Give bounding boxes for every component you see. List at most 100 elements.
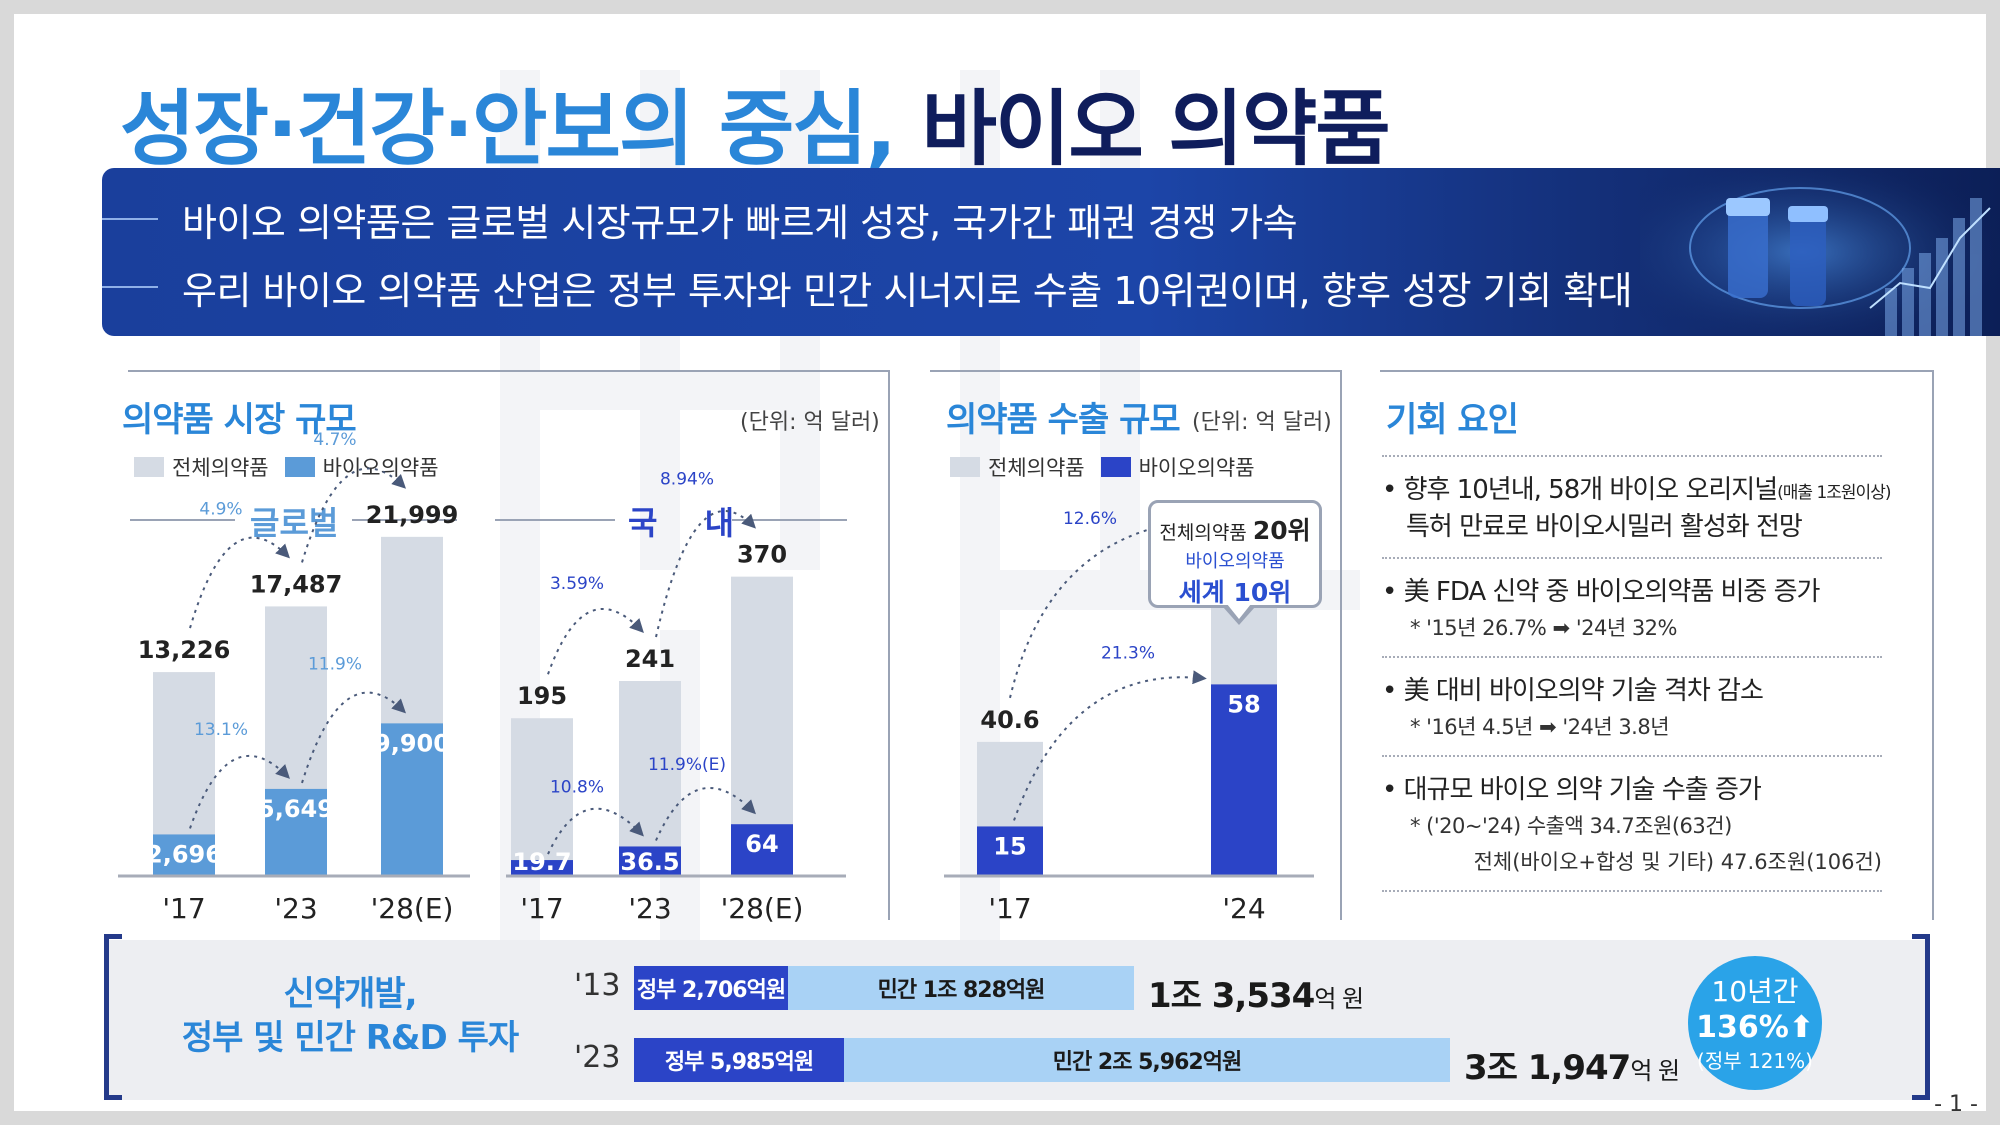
- callout-line-3: 세계 10위: [1178, 578, 1292, 607]
- rnd-total-13-unit: 억 원: [1314, 985, 1364, 1013]
- domestic-rule-left: [495, 519, 615, 521]
- growth-rate-label: 4.9%: [199, 499, 242, 519]
- bar-bio: [381, 723, 443, 876]
- opportunity-sub: * '15년 26.7% ➡ '24년 32%: [1410, 616, 1678, 640]
- rnd-total-23: 3조 1,947억 원: [1464, 1040, 1680, 1089]
- callout-total-rank: 20위: [1252, 516, 1311, 545]
- page-title: 성장·건강·안보의 중심, 바이오 의약품: [120, 62, 1391, 181]
- bracket-left: [104, 934, 122, 1100]
- legend-swatch-total: [950, 457, 980, 477]
- bar-total-label: 40.6: [980, 706, 1039, 734]
- growth-rate-label: 3.59%: [550, 574, 604, 594]
- panel-rule: [888, 370, 890, 920]
- market-unit: (단위: 억 달러): [740, 410, 880, 435]
- legend-bio-label: 바이오의약품: [322, 456, 439, 480]
- bar-total-label: 241: [625, 645, 675, 673]
- growth-rate-label: 8.94%: [660, 470, 714, 490]
- growth-arrow: [547, 807, 644, 855]
- bar-bio: [265, 788, 327, 876]
- bar-total: [511, 718, 573, 876]
- rnd-year-13: '13: [574, 968, 621, 1003]
- x-tick-label: '17: [988, 892, 1031, 925]
- x-tick-label: '28(E): [371, 892, 454, 925]
- legend-swatch-bio: [284, 457, 315, 477]
- growth-circle: 10년간 136%⬆ (정부 121%): [1688, 956, 1822, 1090]
- bar-bio: [619, 846, 681, 876]
- x-tick-label: '23: [274, 892, 317, 925]
- opportunity-main: • 美 FDA 신약 중 바이오의약품 비중 증가: [1382, 577, 1820, 607]
- rnd-gov-13: 정부 2,706억원: [634, 966, 788, 1010]
- domestic-heading: 국 내: [628, 504, 753, 542]
- legend-bio-label: 바이오의약품: [1138, 456, 1255, 480]
- bar-total-label: 21,999: [366, 501, 459, 529]
- bar-total-label: 13,226: [138, 636, 231, 664]
- banner-dash: [102, 286, 158, 288]
- opportunity-item: • 대규모 바이오 의약 기술 수출 증가 * ('20~'24) 수출액 34…: [1382, 755, 1882, 892]
- circle-line-1: 10년간: [1711, 975, 1799, 1008]
- panel-rule: [1340, 370, 1342, 920]
- domestic-rule-right: [732, 519, 847, 521]
- bar-bio: [731, 824, 793, 876]
- circle-line-3: (정부 121%): [1697, 1049, 1813, 1073]
- panel-rule: [930, 370, 1340, 372]
- opportunity-item: • 美 FDA 신약 중 바이오의약품 비중 증가 * '15년 26.7% ➡…: [1382, 557, 1882, 656]
- bar-bio-label: 19.7: [512, 848, 571, 876]
- opportunity-sub: * ('20~'24) 수출액 34.7조원(63건): [1410, 814, 1732, 838]
- bar-bio-label: 15: [993, 832, 1026, 860]
- bar-bio: [511, 860, 573, 876]
- export-legend: 전체의약품 바이오의약품: [950, 452, 1255, 482]
- panel-rule: [128, 370, 888, 372]
- x-tick-label: '17: [162, 892, 205, 925]
- growth-arrow: [189, 754, 290, 829]
- banner-dash: [102, 218, 158, 220]
- export-unit: (단위: 억 달러): [1192, 410, 1332, 435]
- growth-rate-label: 13.1%: [194, 720, 248, 740]
- bar-bio: [977, 826, 1043, 876]
- x-tick-label: '17: [520, 892, 563, 925]
- callout-total-label: 전체의약품: [1159, 522, 1247, 544]
- growth-arrow: [301, 467, 406, 563]
- opportunity-text: • 향후 10년내, 58개 바이오 오리지널: [1382, 475, 1778, 505]
- bar-total-label: 17,487: [250, 570, 343, 598]
- bar-bio-label: 36.5: [620, 848, 679, 876]
- title-part1: 성장·건강·안보의 중심,: [120, 82, 897, 177]
- bar-bio: [1211, 684, 1277, 876]
- bar-bio-label: 9,900: [374, 729, 450, 757]
- page-number: - 1 -: [1934, 1092, 1978, 1117]
- rnd-title-line-2: 정부 및 민간 R&D 투자: [181, 1018, 519, 1058]
- opportunity-main: • 美 대비 바이오의약 기술 격차 감소: [1382, 676, 1764, 706]
- opportunity-main: • 대규모 바이오 의약 기술 수출 증가: [1382, 775, 1762, 805]
- growth-arrow: [1009, 513, 1207, 699]
- legend-total-label: 전체의약품: [988, 456, 1085, 480]
- growth-rate-label: 11.9%: [308, 654, 362, 674]
- opportunity-note: (매출 1조원이상): [1777, 483, 1891, 503]
- market-legend: 전체의약품 바이오의약품: [134, 452, 439, 482]
- rnd-total-13-value: 1조 3,534: [1148, 976, 1315, 1016]
- opportunity-sub: * '16년 4.5년 ➡ '24년 3.8년: [1410, 715, 1670, 739]
- panel-rule: [1380, 370, 1932, 372]
- bar-total: [619, 681, 681, 876]
- title-part2: 바이오 의약품: [921, 82, 1391, 177]
- global-rule-right: [352, 519, 457, 521]
- market-title: 의약품 시장 규모: [122, 400, 357, 440]
- legend-swatch-total: [134, 457, 164, 477]
- export-title: 의약품 수출 규모: [946, 400, 1181, 440]
- circle-line-2: 136%⬆: [1696, 1010, 1814, 1045]
- rnd-private-23: 민간 2조 5,962억원: [844, 1038, 1450, 1082]
- opportunity-item: • 美 대비 바이오의약 기술 격차 감소 * '16년 4.5년 ➡ '24년…: [1382, 656, 1882, 755]
- bar-total-label: 370: [737, 541, 787, 569]
- growth-rate-label: 10.8%: [550, 777, 604, 797]
- banner-line-2: 우리 바이오 의약품 산업은 정부 투자와 민간 시너지로 수출 10위권이며,…: [182, 269, 1633, 313]
- growth-arrow: [655, 510, 756, 638]
- growth-rate-label: 4.7%: [313, 430, 356, 450]
- growth-rate-label: 11.9%(E): [648, 755, 726, 775]
- growth-arrow: [1013, 670, 1207, 821]
- callout-line-1: 전체의약품 20위: [1151, 511, 1319, 547]
- callout-tail: [1223, 604, 1255, 625]
- growth-arrow: [655, 786, 756, 841]
- banner-line-1: 바이오 의약품은 글로벌 시장규모가 빠르게 성장, 국가간 패권 경쟁 가속: [182, 201, 1298, 245]
- bar-bio: [153, 834, 215, 876]
- growth-rate-label: 12.6%: [1063, 509, 1117, 529]
- rnd-private-13: 민간 1조 828억원: [788, 966, 1134, 1010]
- opportunity-item: • 향후 10년내, 58개 바이오 오리지널(매출 1조원이상) 특허 만료로…: [1382, 455, 1891, 557]
